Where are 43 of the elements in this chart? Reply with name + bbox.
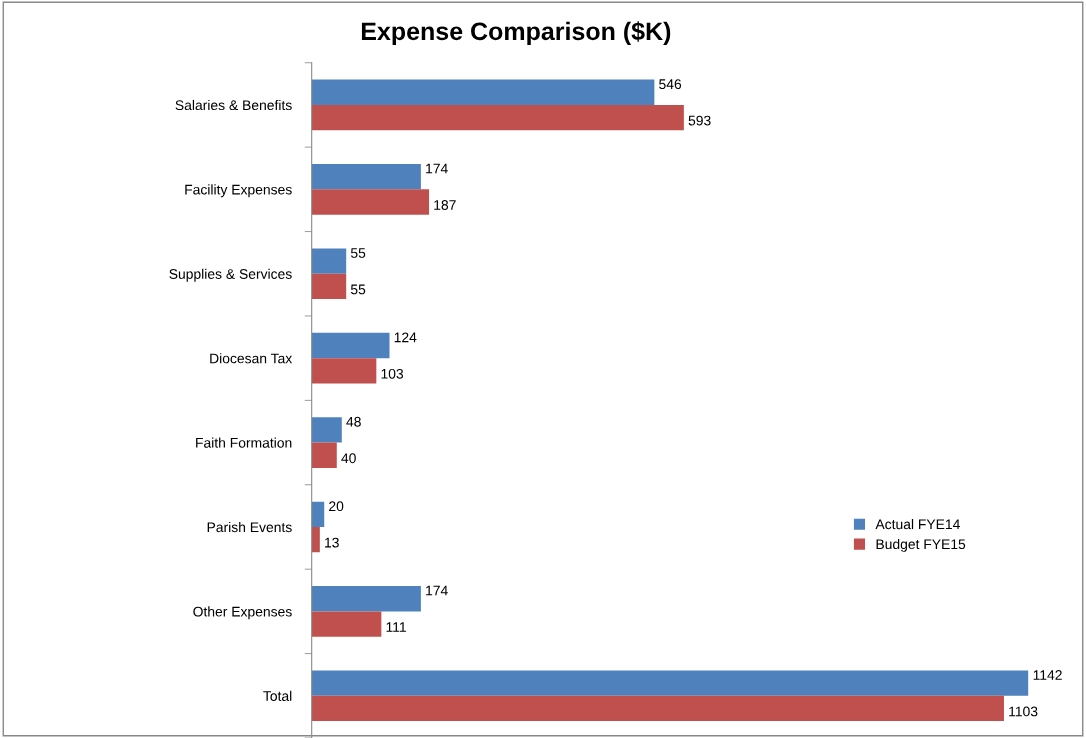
y-tick-label: Supplies & Services [169,268,292,282]
data-label: 13 [325,537,339,548]
legend-label: Actual FYE14 [875,519,960,530]
bar [311,79,655,105]
bar [311,611,382,637]
bar [311,586,421,612]
data-label: 48 [346,416,361,427]
data-label: 55 [350,284,366,295]
y-tick-label: Salaries & Benefits [175,99,292,111]
data-label: 103 [381,368,404,379]
data-label: 20 [329,501,344,512]
y-tick-label: Diocesan Tax [210,353,293,364]
data-label: 187 [434,200,456,210]
data-label: 1103 [1009,706,1038,717]
data-label: 174 [426,585,448,596]
data-label: 546 [659,79,682,90]
data-label: 124 [394,332,417,343]
data-label: 40 [341,453,356,464]
y-tick-label: Facility Expenses [185,184,292,198]
bar [311,358,377,384]
data-label: 593 [688,115,711,126]
bar [311,670,1029,696]
bar [311,104,684,131]
data-label: 174 [426,163,448,174]
y-tick-label: Parish Events [207,521,292,533]
y-tick-label: Faith Formation [196,437,292,448]
y-tick-label: Total [263,690,292,701]
data-label: 111 [386,622,406,632]
bar [311,189,430,215]
data-label: 1142 [1033,670,1062,680]
bar [311,442,337,468]
bar [311,248,347,274]
data-label: 55 [350,248,366,258]
bar [311,695,1004,722]
bar [311,526,320,553]
y-tick-label: Other Expenses [193,606,292,620]
chart-title: Expense Comparison ($K) [361,21,671,46]
bar [311,332,390,359]
bar [311,164,421,190]
bar [311,273,347,300]
bar [311,501,325,527]
legend-label: Budget FYE15 [876,538,966,552]
bar [311,417,342,443]
